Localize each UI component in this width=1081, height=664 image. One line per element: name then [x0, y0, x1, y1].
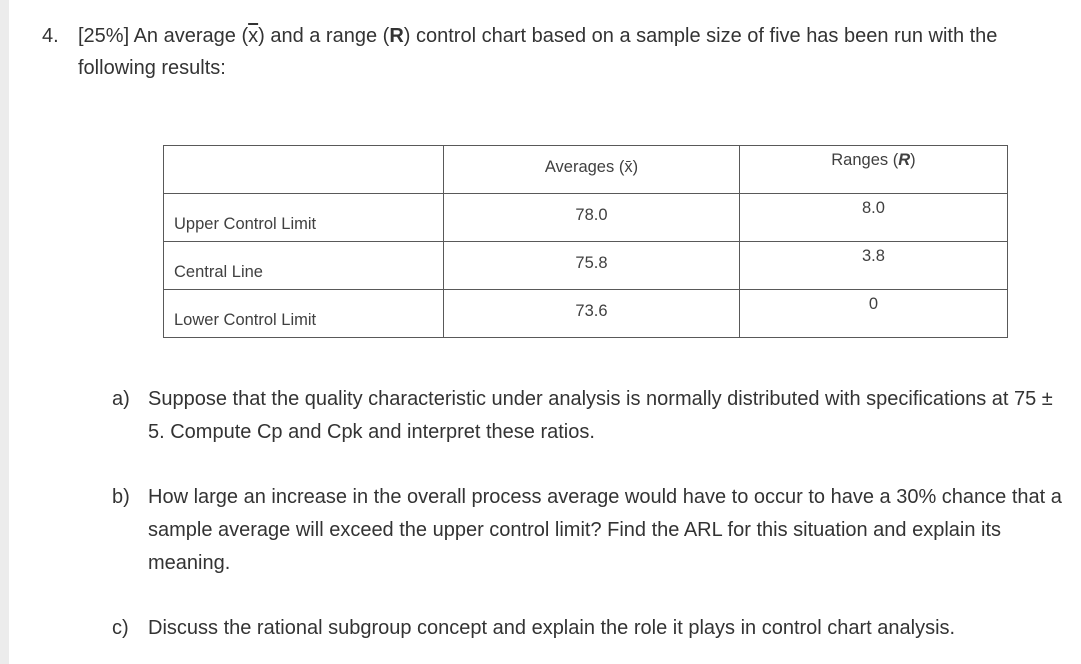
row-label: Central Line: [163, 241, 444, 290]
table-row: Upper Control Limit 78.0 8.0: [163, 193, 1009, 242]
row-average: 75.8: [443, 241, 740, 290]
part-c-text: Discuss the rational subgroup concept an…: [148, 617, 956, 639]
row-range: 3.8: [738, 241, 1009, 290]
header-ranges-symbol: R: [898, 151, 911, 169]
intro-text-part1: [25%] An average (: [78, 25, 249, 47]
part-c-letter: c): [112, 617, 129, 639]
intro-text-part3: ) control chart based on a sample size o…: [403, 25, 998, 47]
row-range: 8.0: [738, 193, 1009, 242]
row-label: Upper Control Limit: [163, 193, 444, 242]
part-b: b) How large an increase in the overall …: [112, 481, 1072, 580]
row-average: 73.6: [443, 289, 740, 338]
header-ranges-suffix: ): [910, 151, 916, 169]
question-number: 4.: [42, 25, 59, 47]
row-label: Lower Control Limit: [163, 289, 444, 338]
part-b-letter: b): [112, 486, 130, 508]
table-row: Central Line 75.8 3.8: [163, 241, 1009, 290]
part-a-text: Suppose that the quality characteristic …: [148, 388, 1053, 443]
table-header-row: Averages (x̄) Ranges (R): [163, 145, 1009, 194]
row-range: 0: [738, 289, 1009, 338]
header-averages-label: Averages (x̄): [544, 158, 639, 176]
question-intro-line2: following results:: [78, 57, 226, 79]
intro-text-part2: ) and a range (: [258, 25, 390, 47]
page-left-margin-rule: [0, 0, 9, 664]
header-ranges: Ranges (R): [738, 145, 1009, 194]
header-averages: Averages (x̄): [443, 145, 740, 194]
header-ranges-prefix: Ranges (: [831, 151, 899, 169]
header-empty-cell: [163, 145, 444, 194]
part-a: a) Suppose that the quality characterist…: [112, 383, 1072, 449]
xbar-symbol: x: [248, 25, 259, 47]
part-a-letter: a): [112, 388, 130, 410]
control-limits-table: Averages (x̄) Ranges (R) Upper Control L…: [163, 145, 1009, 338]
question-intro-line1: [25%] An average (x) and a range (R) con…: [78, 24, 997, 48]
table-row: Lower Control Limit 73.6 0: [163, 289, 1009, 338]
part-b-text: How large an increase in the overall pro…: [148, 486, 1062, 574]
row-average: 78.0: [443, 193, 740, 242]
range-symbol: R: [389, 25, 404, 47]
part-c: c) Discuss the rational subgroup concept…: [112, 612, 1072, 645]
